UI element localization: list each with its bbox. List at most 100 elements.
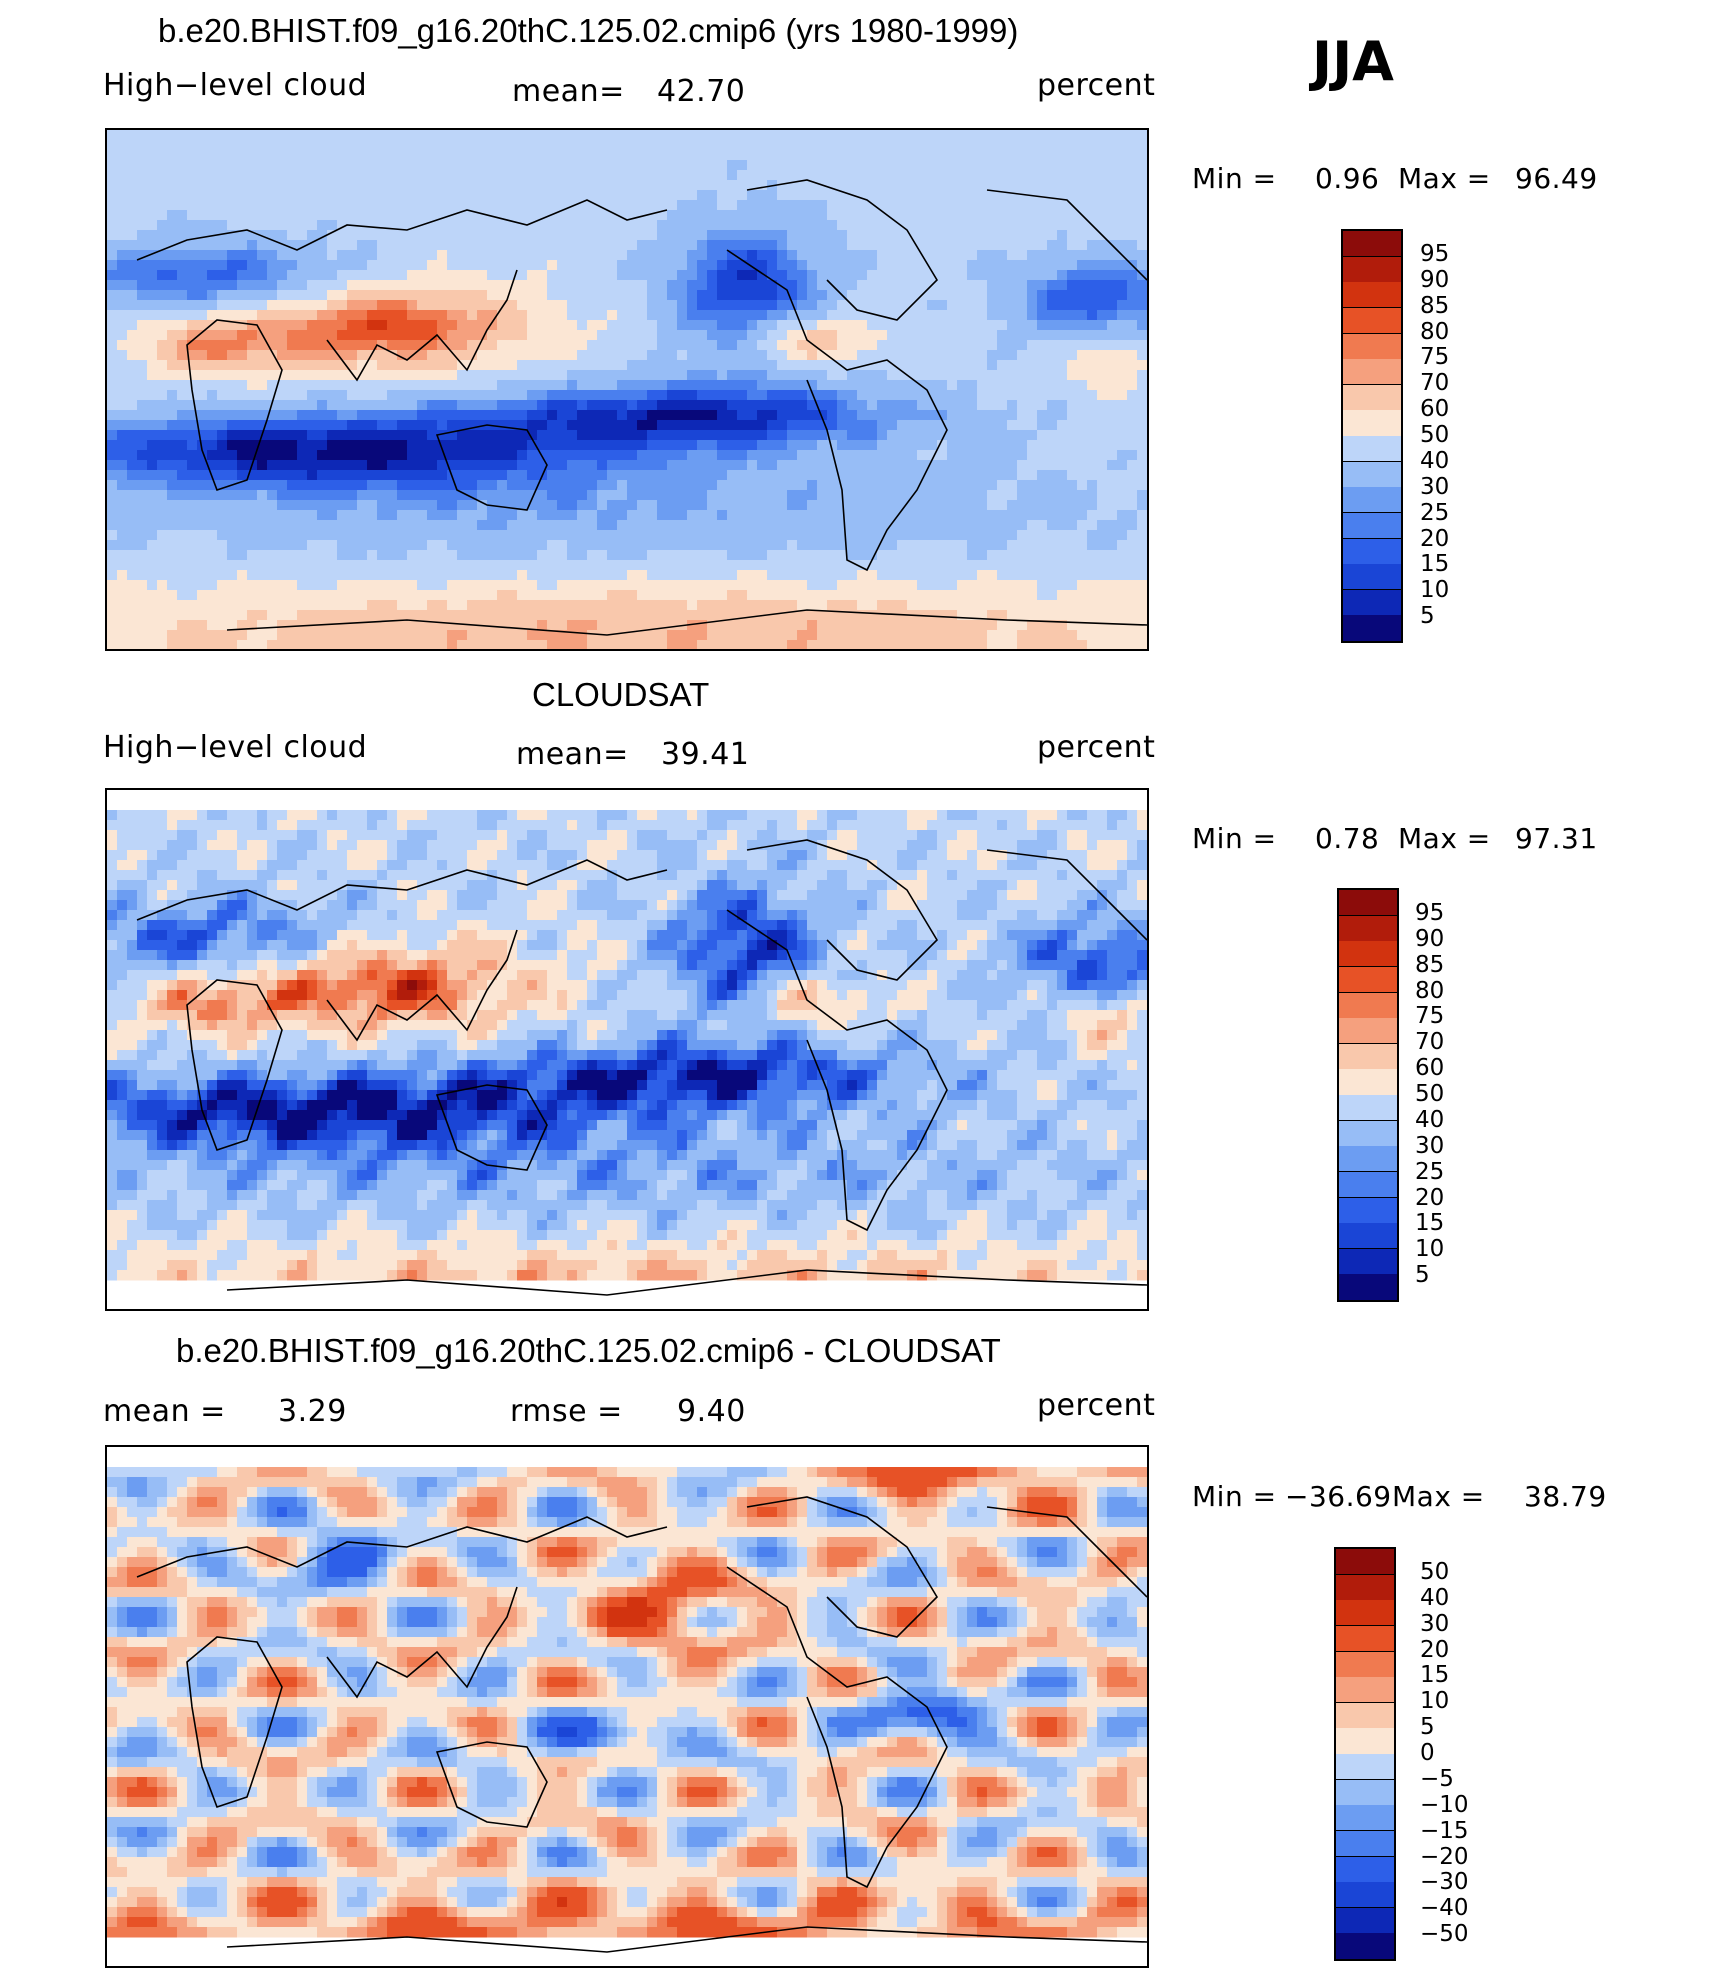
colorbar-box (1343, 359, 1401, 386)
panel1-max-value: 96.49 (1515, 162, 1598, 195)
colorbar-tick-label: 40 (1415, 1106, 1445, 1133)
colorbar-tick-label: −30 (1420, 1869, 1469, 1896)
panel3-rmse-label: rmse = (510, 1394, 623, 1429)
colorbar-box (1336, 1651, 1394, 1678)
colorbar-box (1339, 992, 1397, 1019)
season-label: JJA (1312, 30, 1394, 93)
colorbar-tick-label: 60 (1420, 396, 1450, 423)
colorbar-tick-label: 50 (1420, 422, 1450, 448)
colorbar-tick-label: 15 (1420, 1662, 1450, 1689)
colorbar-box (1343, 564, 1401, 591)
panel3-map (105, 1445, 1149, 1968)
coastline (435, 1084, 548, 1171)
colorbar-tick-label: 10 (1420, 577, 1450, 604)
colorbar-tick-label: 50 (1420, 1558, 1450, 1585)
colorbar-tick-label: 20 (1420, 1636, 1450, 1663)
panel1-min-label: Min = (1192, 162, 1277, 195)
panel3-max-value: 38.79 (1524, 1480, 1607, 1513)
colorbar-box (1343, 461, 1401, 488)
panel1-colorbar (1341, 229, 1403, 643)
colorbar-box (1336, 1677, 1394, 1704)
colorbar-box (1339, 966, 1397, 993)
colorbar-box (1343, 615, 1401, 642)
colorbar-tick-label: 25 (1420, 499, 1450, 526)
coastline (326, 1586, 518, 1699)
coastline (726, 249, 948, 572)
colorbar-box (1343, 256, 1401, 283)
colorbar-tick-label: 80 (1420, 318, 1450, 345)
colorbar-tick-label: 95 (1420, 240, 1450, 267)
colorbar-tick-label: −20 (1420, 1843, 1469, 1870)
colorbar-tick-label: 30 (1420, 473, 1450, 500)
panel3-min-value: −36.69 (1285, 1480, 1392, 1513)
panel2-mean-label: mean= (516, 737, 629, 772)
panel2-units: percent (1037, 730, 1156, 765)
colorbar-box (1336, 1779, 1394, 1806)
colorbar-box (1336, 1549, 1394, 1576)
colorbar-box (1343, 410, 1401, 437)
colorbar-tick-label: 15 (1415, 1210, 1445, 1237)
colorbar-box (1336, 1600, 1394, 1627)
coastline (326, 269, 518, 382)
colorbar-tick-label: 5 (1420, 1714, 1435, 1741)
colorbar-box (1343, 487, 1401, 514)
colorbar-tick-label: 30 (1420, 1610, 1450, 1637)
colorbar-tick-label: 90 (1415, 925, 1445, 952)
coastline (986, 849, 1147, 941)
colorbar-tick-label: 85 (1420, 292, 1450, 319)
panel1-field (107, 130, 1147, 649)
colorbar-tick-label: 5 (1420, 603, 1435, 630)
colorbar-tick-label: 80 (1415, 977, 1445, 1004)
colorbar-tick-label: 5 (1415, 1262, 1430, 1289)
panel3-title: b.e20.BHIST.f09_g16.20thC.125.02.cmip6 -… (176, 1332, 1001, 1369)
colorbar-tick-label: 10 (1415, 1236, 1445, 1263)
colorbar-box (1336, 1728, 1394, 1755)
coastline (726, 1566, 948, 1889)
coastline (986, 189, 1147, 281)
panel2-min-value: 0.78 (1315, 822, 1380, 855)
colorbar-tick-label: 40 (1420, 447, 1450, 474)
colorbar-box (1336, 1754, 1394, 1781)
colorbar-box (1339, 1069, 1397, 1096)
coastline (136, 1516, 668, 1578)
panel2-max-value: 97.31 (1515, 822, 1598, 855)
coastline (186, 979, 283, 1152)
coastline (186, 1636, 283, 1809)
colorbar-tick-label: 75 (1415, 1003, 1445, 1030)
panel2-field (107, 810, 1147, 1296)
panel3-min-label: Min = (1192, 1480, 1277, 1513)
colorbar-box (1339, 915, 1397, 942)
colorbar-box (1336, 1856, 1394, 1883)
colorbar-box (1343, 512, 1401, 539)
panel1-min-value: 0.96 (1315, 162, 1380, 195)
coastline (226, 1269, 1147, 1296)
panel2-title: CLOUDSAT (532, 676, 710, 713)
colorbar-box (1343, 231, 1401, 258)
panel2-colorbar (1337, 888, 1399, 1302)
colorbar-tick-label: 15 (1420, 551, 1450, 578)
colorbar-box (1343, 538, 1401, 565)
coastline (136, 199, 668, 261)
colorbar-tick-label: 50 (1415, 1081, 1445, 1107)
colorbar-box (1339, 941, 1397, 968)
panel1-units: percent (1037, 68, 1156, 103)
coastline (226, 609, 1147, 636)
colorbar-tick-label: 25 (1415, 1158, 1445, 1185)
panel2-variable: High−level cloud (103, 730, 368, 765)
colorbar-box (1339, 1043, 1397, 1070)
colorbar-box (1336, 1702, 1394, 1729)
colorbar-tick-label: 95 (1415, 899, 1445, 926)
panel2-min-label: Min = (1192, 822, 1277, 855)
colorbar-tick-label: 75 (1420, 344, 1450, 371)
colorbar-tick-label: 60 (1415, 1055, 1445, 1082)
colorbar-tick-label: 90 (1420, 266, 1450, 293)
colorbar-box (1339, 1248, 1397, 1275)
panel2-max-label: Max = (1398, 822, 1491, 855)
panel3-colorbar (1334, 1547, 1396, 1961)
colorbar-box (1343, 436, 1401, 463)
panel3-mean-label: mean = (103, 1394, 226, 1429)
panel1-mean-label: mean= (512, 74, 625, 109)
panel1-map (105, 128, 1149, 651)
panel1-title: b.e20.BHIST.f09_g16.20thC.125.02.cmip6 (… (158, 12, 1019, 49)
colorbar-tick-label: −40 (1420, 1895, 1469, 1922)
